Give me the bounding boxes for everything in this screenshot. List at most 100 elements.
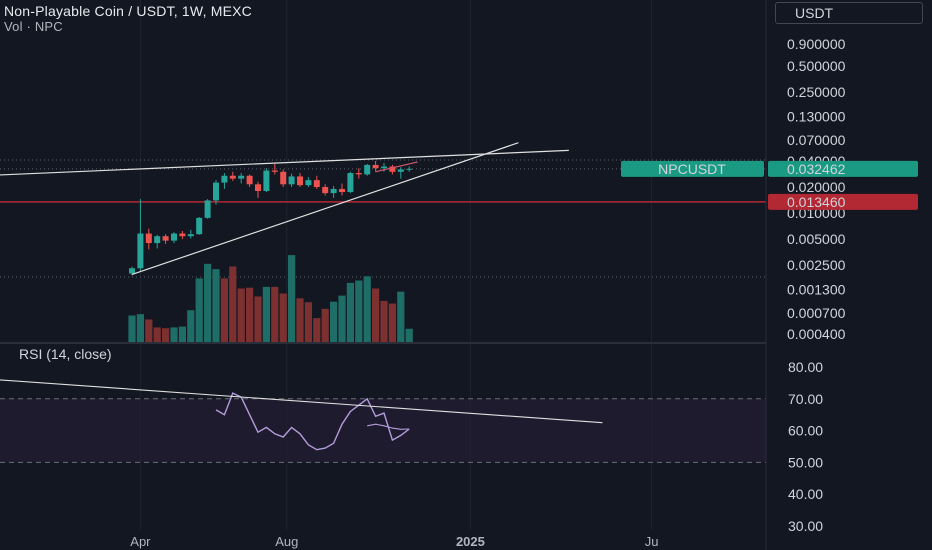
volume-bar bbox=[346, 282, 354, 342]
volume-bar bbox=[363, 276, 371, 342]
candle-body bbox=[263, 170, 270, 191]
candle-body bbox=[305, 180, 312, 186]
volume-bar bbox=[212, 269, 220, 342]
volume-bar bbox=[380, 300, 388, 342]
candle-body bbox=[238, 175, 245, 179]
volume-bar bbox=[271, 286, 279, 342]
volume-bar bbox=[170, 327, 178, 342]
level-price-badge-bg bbox=[768, 193, 918, 210]
price-tick-label: 0.070000 bbox=[787, 132, 846, 148]
price-tick-label: 0.130000 bbox=[787, 109, 846, 125]
currency-button[interactable]: USDT bbox=[775, 2, 923, 24]
volume-bar bbox=[145, 319, 153, 342]
symbol-title[interactable]: Non-Playable Coin / USDT, 1W, MEXC bbox=[4, 3, 252, 19]
volume-bar bbox=[229, 266, 237, 342]
candle-body bbox=[271, 170, 278, 172]
candle-body bbox=[162, 236, 169, 241]
time-tick-label: Aug bbox=[275, 534, 298, 549]
candle-body bbox=[288, 176, 295, 185]
candle-body bbox=[171, 233, 177, 241]
candle-body bbox=[154, 236, 161, 244]
time-axis[interactable]: Apr Aug 2025 Ju bbox=[130, 534, 658, 549]
price-tick-label: 0.005000 bbox=[787, 231, 846, 247]
price-badges: NPCUSDT 0.032462 0.013460 bbox=[621, 160, 918, 210]
candle-body bbox=[313, 180, 320, 188]
candle-body bbox=[355, 173, 362, 175]
rsi-band bbox=[0, 398, 766, 463]
volume-bar bbox=[288, 255, 296, 342]
time-tick-label: 2025 bbox=[456, 534, 485, 549]
candle-body bbox=[229, 175, 236, 179]
volume-bar bbox=[246, 287, 254, 342]
volume-bar bbox=[296, 298, 304, 342]
price-tick-label: 0.900000 bbox=[787, 36, 846, 52]
candle-body bbox=[339, 188, 345, 193]
volume-bar bbox=[304, 302, 312, 342]
candle-body bbox=[406, 168, 413, 170]
candle-body bbox=[137, 233, 144, 269]
level-price-badge-label: 0.013460 bbox=[787, 194, 846, 210]
candle-body bbox=[246, 175, 253, 185]
candle-body bbox=[381, 166, 387, 169]
candle-body bbox=[322, 187, 329, 194]
volume-bar bbox=[204, 263, 212, 342]
volume-legend: Vol · NPC bbox=[4, 19, 63, 34]
volume-bar bbox=[405, 328, 413, 342]
price-tick-label: 0.000400 bbox=[787, 326, 846, 342]
rsi-lines bbox=[0, 379, 603, 451]
volume-bar bbox=[220, 278, 228, 342]
price-tick-label: 0.250000 bbox=[787, 84, 846, 100]
candle-body bbox=[389, 166, 396, 172]
volume-bar bbox=[195, 278, 203, 342]
rsi-legend: RSI (14, close) bbox=[19, 346, 112, 362]
volume-bar bbox=[330, 301, 338, 342]
last-price-badge-bg bbox=[768, 160, 918, 177]
candle-body bbox=[145, 233, 152, 244]
price-tick-label: 0.000700 bbox=[787, 305, 846, 321]
volume-bar bbox=[262, 286, 270, 342]
candle-body bbox=[204, 200, 211, 218]
volume-bar bbox=[372, 288, 380, 342]
trendlines bbox=[0, 142, 569, 276]
volume-bar bbox=[355, 280, 363, 342]
rsi-tick-label: 80.00 bbox=[788, 359, 823, 375]
price-tick-label: 0.020000 bbox=[787, 179, 846, 195]
volume-bar bbox=[237, 288, 245, 342]
volume-bar bbox=[397, 291, 405, 342]
rsi-tick-label: 30.00 bbox=[788, 518, 823, 534]
volume-bar bbox=[388, 303, 396, 342]
rsi-tick-label: 40.00 bbox=[788, 486, 823, 502]
candle-body bbox=[347, 173, 354, 193]
rsi-axis[interactable]: 80.00 70.00 60.00 50.00 40.00 30.00 bbox=[788, 359, 823, 534]
price-tick-label: 0.002500 bbox=[787, 257, 846, 273]
volume-bar bbox=[313, 318, 321, 342]
volume-bar bbox=[338, 295, 346, 342]
symbol-badge-label: NPCUSDT bbox=[658, 161, 726, 177]
volume-bar bbox=[178, 326, 186, 342]
symbol-badge-bg bbox=[621, 160, 764, 177]
trendline bbox=[375, 161, 418, 173]
volume-bar bbox=[187, 310, 195, 342]
candle-body bbox=[196, 217, 203, 235]
candle-body bbox=[280, 171, 287, 185]
candle-body bbox=[221, 175, 228, 183]
price-tick-label: 0.001300 bbox=[787, 282, 846, 298]
volume-bar bbox=[279, 293, 287, 342]
candle-body bbox=[129, 268, 135, 274]
trendline bbox=[131, 142, 519, 276]
candle-body bbox=[364, 164, 371, 175]
volume-bar bbox=[254, 296, 262, 342]
candle-body bbox=[179, 233, 186, 237]
candle-body bbox=[330, 188, 337, 194]
candle-body bbox=[255, 184, 261, 191]
last-price-badge-label: 0.032462 bbox=[787, 161, 846, 177]
time-tick-label: Ju bbox=[645, 534, 659, 549]
volume-bar bbox=[321, 308, 329, 342]
price-tick-label: 0.500000 bbox=[787, 58, 846, 74]
candle-body bbox=[397, 169, 404, 172]
rsi-line bbox=[215, 392, 410, 451]
time-tick-label: Apr bbox=[130, 534, 151, 549]
candle-body bbox=[372, 164, 379, 169]
rsi-trendline bbox=[0, 379, 603, 424]
